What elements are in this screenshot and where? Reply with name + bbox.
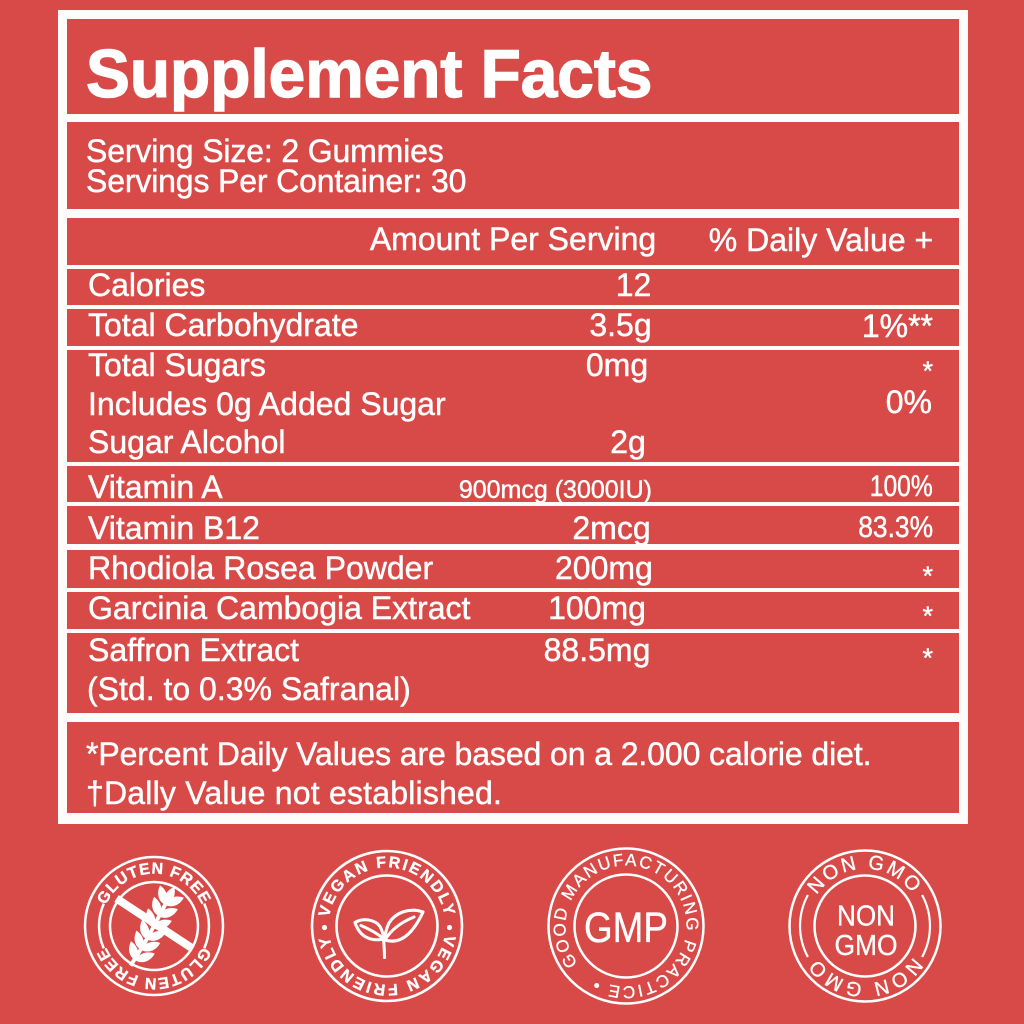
svg-text:GMO: GMO — [834, 930, 897, 962]
svg-text:GLUTEN FREE: GLUTEN FREE — [94, 944, 213, 991]
svg-text:VEGAN FRIENDLY: VEGAN FRIENDLY — [316, 854, 458, 918]
svg-text:NON: NON — [837, 900, 895, 932]
svg-text:VEGAN FRIENDLY: VEGAN FRIENDLY — [316, 933, 458, 997]
svg-text:GMP: GMP — [584, 904, 668, 952]
